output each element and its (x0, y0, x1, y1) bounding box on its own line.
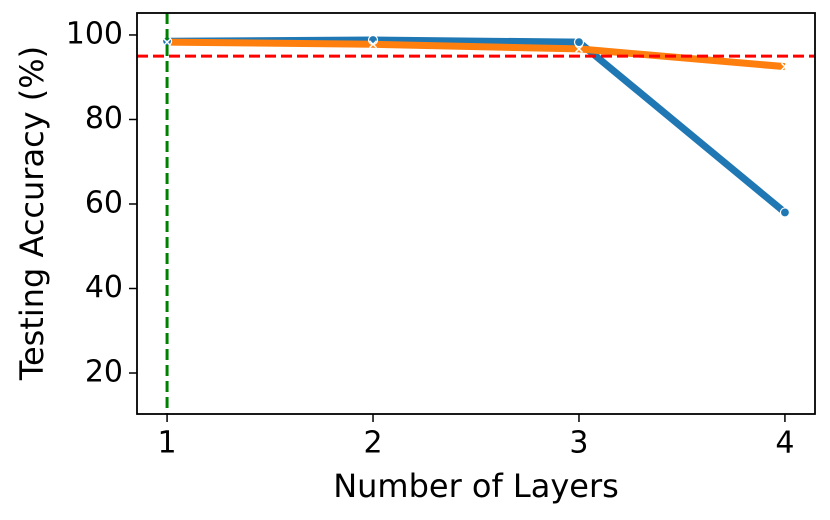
marker (780, 62, 789, 71)
marker (367, 34, 379, 46)
x-axis-label: Number of Layers (333, 467, 619, 505)
marker (163, 38, 172, 47)
y-tick-label: 80 (85, 101, 123, 136)
x-tick-label: 2 (363, 426, 382, 461)
marker (779, 207, 791, 218)
marker (368, 40, 378, 49)
series-line (167, 38, 786, 71)
x-tick-label: 3 (569, 426, 588, 461)
y-tick-label: 100 (66, 16, 123, 51)
plot-frame (136, 12, 816, 415)
marker (574, 44, 584, 53)
marker (573, 37, 585, 48)
y-axis-label: Testing Accuracy (%) (13, 46, 51, 381)
x-tick-label: 1 (158, 426, 177, 461)
series-line (167, 36, 788, 216)
x-tick-label: 4 (775, 426, 794, 461)
y-tick-label: 60 (85, 185, 123, 220)
y-tick-label: 40 (85, 270, 123, 305)
y-tick-label: 20 (85, 355, 123, 390)
